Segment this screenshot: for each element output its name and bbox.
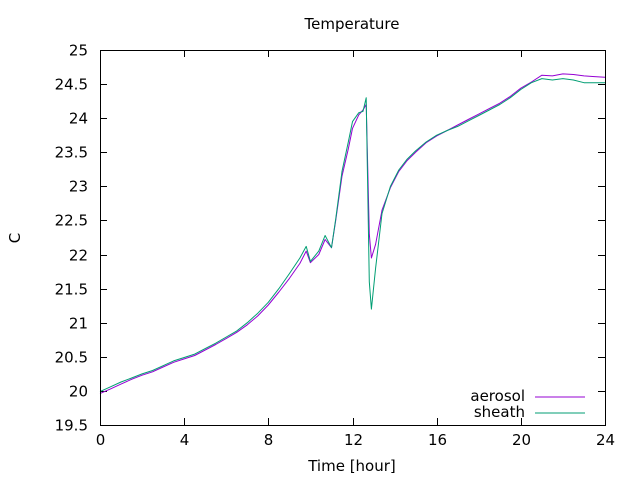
y-tick-label: 23 (69, 178, 88, 196)
x-tick-label: 4 (180, 431, 190, 449)
plot-lines (99, 73, 606, 395)
x-tick-label: 0 (96, 431, 106, 449)
y-tick-label: 19.5 (55, 417, 88, 435)
x-tick-label: 20 (512, 431, 531, 449)
y-tick-label: 20 (69, 383, 88, 401)
x-tick-label: 24 (596, 431, 615, 449)
axis-ticks: 19.5 20 20.5 21 21.5 22 22.5 23 23.5 24 24.5 25 0 4 8 1… (55, 42, 615, 450)
legend-label-sheath: sheath (474, 403, 525, 421)
y-tick-label: 21 (69, 315, 88, 333)
y-tick-label: 20.5 (55, 349, 88, 367)
y-tick-label: 22.5 (55, 212, 88, 230)
x-axis-label: Time [hour] (307, 457, 396, 475)
x-tick-label: 8 (264, 431, 274, 449)
y-tick-label: 24.5 (55, 76, 88, 94)
series-line-aerosol (99, 73, 606, 395)
y-tick-label: 25 (69, 42, 88, 60)
x-tick-label: 16 (428, 431, 447, 449)
legend: aerosol sheath (470, 387, 585, 421)
series-line-sheath (99, 78, 605, 393)
y-tick-label: 23.5 (55, 144, 88, 162)
x-tick-label: 12 (344, 431, 363, 449)
y-tick-label: 21.5 (55, 281, 88, 299)
y-tick-label: 22 (69, 247, 88, 265)
chart-title: Temperature (303, 15, 399, 33)
plot-frame (100, 50, 606, 426)
y-axis-label: C (6, 233, 24, 243)
y-tick-label: 24 (69, 110, 88, 128)
legend-label-aerosol: aerosol (470, 387, 525, 405)
